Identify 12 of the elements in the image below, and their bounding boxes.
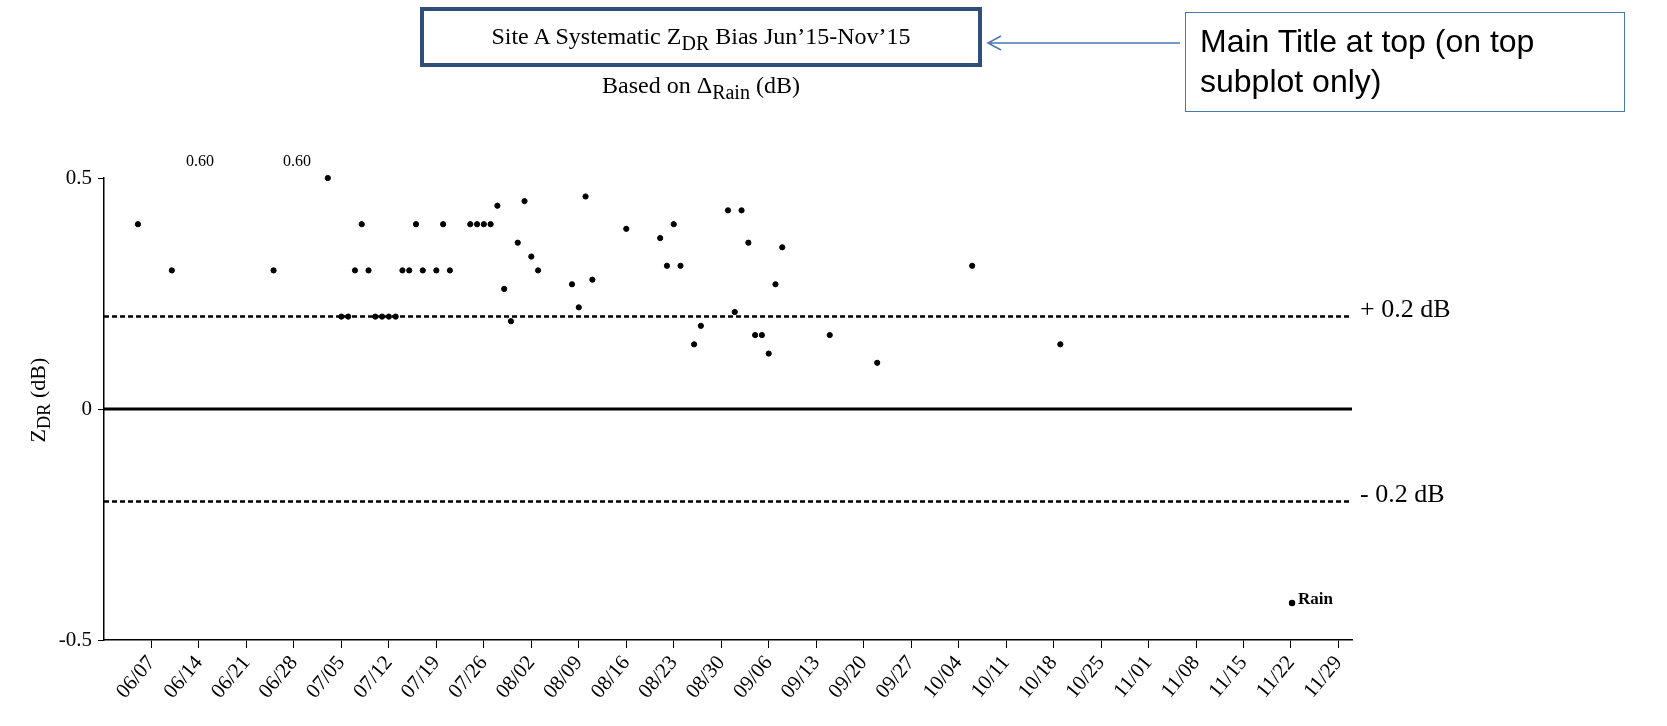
chart-title: Site A Systematic Z$_{DR}$ Bias Jun’15-Nov’15 (491, 23, 911, 54)
chart-subtitle: Based on Δ$_{Rain}$ (dB) (601, 72, 801, 104)
title-outline: Site A Systematic Z$_{DR}$ Bias Jun’15-Nov’15 (420, 7, 982, 67)
y-tick-label: -0.5 (58, 626, 92, 651)
ref-line-label: - 0.2 dB (1360, 479, 1445, 509)
text: 0.60 (283, 152, 311, 170)
ref-line-label: + 0.2 dB (1360, 294, 1451, 324)
y-tick-label: 0 (81, 395, 92, 420)
text: Main Title at top (on top subplot only) (1185, 12, 1625, 112)
text: 0.60 (186, 152, 214, 170)
y-tick-label: 0.5 (65, 164, 92, 189)
legend-label: Rain (1298, 589, 1334, 609)
